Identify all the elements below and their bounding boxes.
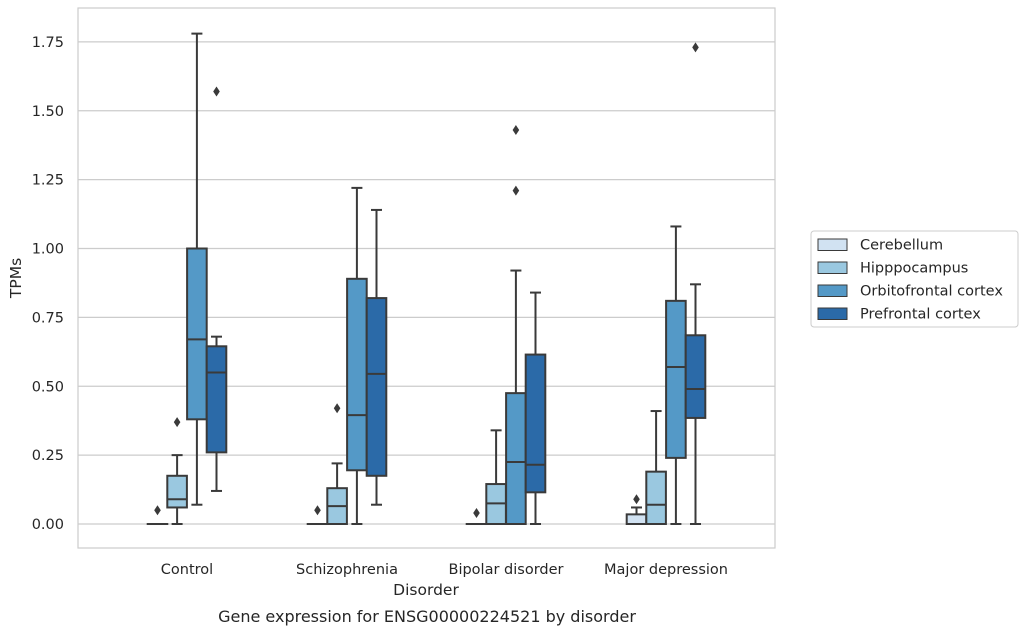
box-iqr — [524, 353, 547, 494]
y-axis-label: TPMs — [7, 258, 25, 299]
outlier-point — [213, 86, 220, 97]
box-iqr — [625, 513, 648, 525]
legend-label: Cerebellum — [860, 238, 943, 254]
box-series — [146, 32, 707, 526]
box-iqr — [505, 392, 527, 526]
legend-swatch — [817, 238, 848, 251]
legend-frame — [810, 230, 1019, 328]
box-2-0 — [186, 32, 208, 506]
box-1-2 — [485, 429, 507, 525]
box-0-0 — [146, 505, 169, 526]
x-tick-label: Schizophrenia — [296, 562, 398, 578]
legend-label: Prefrontal cortex — [860, 307, 981, 323]
x-axis-label: Disorder — [393, 581, 459, 599]
box-1-3 — [645, 410, 667, 525]
legend-label: Hipppocampus — [860, 261, 968, 277]
box-2-1 — [346, 186, 368, 525]
box-2-3 — [665, 225, 687, 525]
box-1-1 — [326, 403, 348, 525]
box-3-3 — [684, 42, 707, 525]
outlier-point — [512, 185, 520, 196]
legend-swatch — [817, 261, 848, 274]
box-2-2 — [505, 125, 527, 526]
box-3-2 — [524, 291, 547, 525]
box-iqr — [365, 297, 388, 477]
y-tick-label: 0.25 — [32, 448, 64, 464]
y-tick-label: 0.75 — [32, 310, 64, 326]
box-0-3 — [625, 494, 648, 525]
y-tick-label: 0.00 — [32, 517, 64, 533]
legend: Cerebellum Hipppocampus Orbitofrontal cort… — [810, 230, 1019, 328]
outlier-point — [173, 417, 181, 428]
box-iqr — [166, 474, 188, 509]
y-tick-label: 1.50 — [32, 104, 64, 120]
y-tick-label: 1.00 — [32, 242, 64, 258]
y-tick-label: 1.75 — [32, 35, 64, 51]
box-0-1 — [306, 505, 329, 526]
y-tick-label: 1.25 — [32, 173, 64, 189]
box-0-2 — [465, 507, 488, 526]
box-iqr — [684, 334, 707, 419]
chart-caption: Gene expression for ENSG00000224521 by d… — [218, 607, 636, 626]
box-iqr — [645, 470, 667, 525]
outlier-point — [154, 505, 161, 516]
box-iqr — [205, 345, 228, 454]
x-tick-label: Bipolar disorder — [449, 562, 564, 578]
box-3-0 — [205, 86, 228, 492]
box-iqr — [346, 277, 368, 472]
legend-swatch — [817, 307, 848, 320]
y-tick-label: 0.50 — [32, 379, 64, 395]
box-iqr — [186, 247, 208, 421]
box-3-1 — [365, 208, 388, 506]
legend-label: Orbitofrontal cortex — [860, 284, 1003, 300]
outlier-point — [512, 125, 520, 136]
x-axis-ticks: Control Schizophrenia Bipolar disorder Majo… — [161, 562, 728, 578]
outlier-point — [314, 505, 321, 516]
outlier-point — [333, 403, 341, 414]
x-tick-label: Control — [161, 562, 213, 578]
legend-swatch — [817, 284, 848, 297]
outlier-point — [473, 507, 480, 518]
box-1-0 — [166, 417, 188, 525]
x-tick-label: Major depression — [604, 562, 728, 578]
box-iqr — [665, 299, 687, 459]
outlier-point — [692, 42, 699, 53]
y-axis-ticks: 0.00 0.25 0.50 0.75 1.00 1.25 1.50 1.75 — [32, 35, 64, 533]
outlier-point — [633, 494, 640, 505]
plot-frame — [77, 7, 776, 549]
